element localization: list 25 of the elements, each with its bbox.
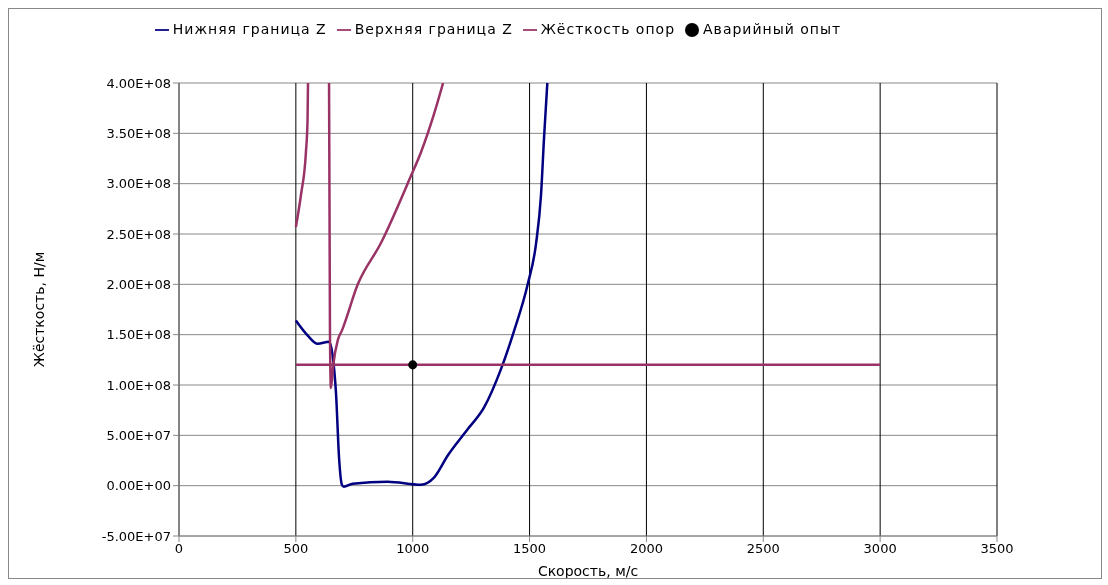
x-tick-label: 2500 bbox=[746, 541, 780, 557]
legend-label: Нижняя граница Z bbox=[172, 21, 327, 37]
x-tick-label: 2000 bbox=[629, 541, 663, 557]
x-tick-label: 500 bbox=[283, 541, 309, 557]
x-tick-label: 3000 bbox=[863, 541, 897, 557]
y-tick-label: 5.00E+07 bbox=[106, 427, 171, 443]
x-tick-label: 1500 bbox=[513, 541, 547, 557]
x-tick-label: 1000 bbox=[396, 541, 430, 557]
legend-label: Жёсткость опор bbox=[540, 21, 676, 37]
legend-label: Аварийный опыт bbox=[703, 21, 842, 37]
y-tick-label: 1.50E+08 bbox=[106, 327, 171, 343]
x-axis-title: Скорость, м/с bbox=[537, 563, 639, 579]
legend-label: Верхняя граница Z bbox=[354, 21, 513, 37]
y-tick-label: 1.00E+08 bbox=[106, 377, 171, 393]
y-tick-label: 3.00E+08 bbox=[106, 176, 171, 192]
y-tick-label: 4.00E+08 bbox=[106, 75, 171, 91]
y-axis-title: Жёсткость, Н/м bbox=[30, 251, 47, 368]
x-tick-label: 0 bbox=[174, 541, 184, 557]
x-tick-label: 3500 bbox=[980, 541, 1014, 557]
y-tick-label: -5.00E+07 bbox=[101, 528, 171, 544]
y-tick-label: 2.00E+08 bbox=[106, 276, 171, 292]
y-tick-label: 0.00E+00 bbox=[106, 478, 171, 494]
y-tick-label: 3.50E+08 bbox=[106, 125, 171, 141]
y-tick-label: 2.50E+08 bbox=[106, 226, 171, 242]
line-series bbox=[294, 83, 549, 488]
